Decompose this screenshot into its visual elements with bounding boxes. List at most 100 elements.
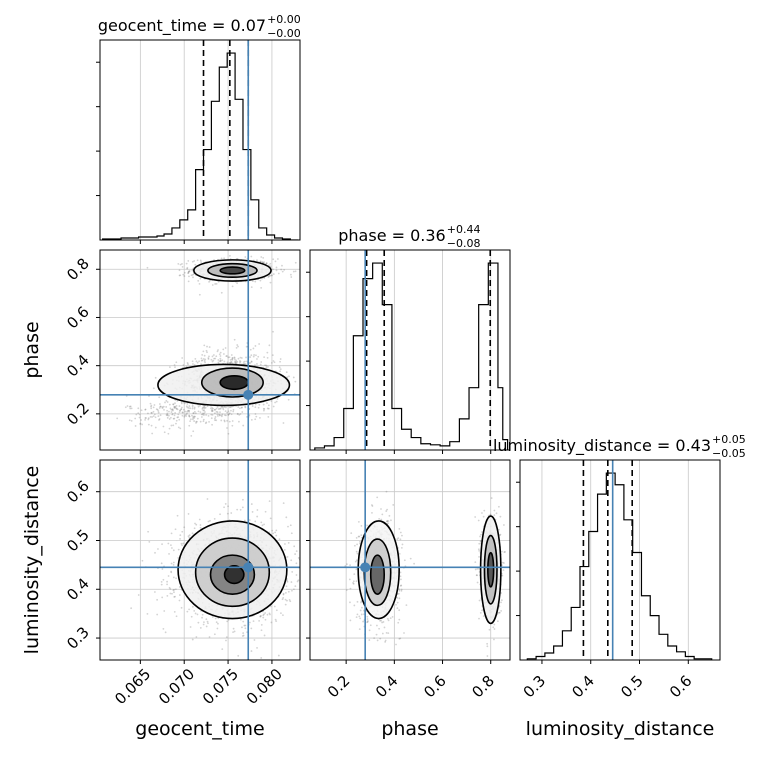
sample-point bbox=[222, 408, 225, 411]
sample-point bbox=[398, 588, 401, 591]
sample-point bbox=[282, 422, 285, 424]
sample-point bbox=[175, 419, 178, 422]
sample-point bbox=[139, 422, 142, 425]
sample-point bbox=[290, 559, 293, 562]
sample-point bbox=[194, 358, 197, 360]
x-tick-label: 0.070 bbox=[155, 665, 198, 708]
sample-point bbox=[245, 345, 248, 348]
sample-point bbox=[192, 415, 195, 418]
sample-point bbox=[188, 270, 191, 272]
sample-point bbox=[361, 606, 363, 609]
sample-point bbox=[159, 414, 162, 417]
sample-point bbox=[273, 605, 276, 608]
sample-point bbox=[194, 612, 197, 615]
sample-point bbox=[164, 401, 166, 404]
sample-point bbox=[188, 536, 191, 539]
sample-point bbox=[358, 535, 361, 538]
sample-point bbox=[186, 406, 189, 409]
sample-point bbox=[233, 357, 236, 360]
sample-point bbox=[401, 543, 404, 546]
sample-point bbox=[287, 398, 290, 401]
sample-point bbox=[371, 512, 373, 514]
sample-point bbox=[211, 284, 214, 286]
sample-point bbox=[353, 544, 356, 547]
panel-title: phase = 0.36 +0.44−0.08 bbox=[338, 223, 480, 250]
sample-point bbox=[264, 364, 266, 367]
sample-point bbox=[187, 409, 190, 412]
sample-point bbox=[126, 405, 129, 407]
sample-point bbox=[383, 626, 386, 629]
sample-point bbox=[272, 330, 274, 333]
sample-point bbox=[193, 420, 195, 422]
sample-point bbox=[207, 357, 210, 359]
sample-point bbox=[160, 580, 163, 583]
sample-point bbox=[261, 524, 264, 527]
sample-point bbox=[179, 427, 182, 430]
sample-point bbox=[295, 550, 298, 553]
sample-point bbox=[145, 417, 147, 419]
sample-point bbox=[498, 611, 501, 614]
sample-point bbox=[478, 599, 481, 602]
sample-point bbox=[243, 519, 246, 522]
sample-point bbox=[378, 517, 381, 520]
sample-point bbox=[286, 556, 289, 558]
sample-point bbox=[240, 406, 243, 409]
sample-point bbox=[188, 405, 191, 407]
sample-point bbox=[263, 356, 266, 359]
sample-point bbox=[235, 346, 238, 349]
title-sup: +0.05 bbox=[712, 433, 746, 446]
sample-point bbox=[157, 411, 160, 414]
sample-point bbox=[262, 407, 265, 410]
sample-point bbox=[212, 407, 214, 410]
sample-point bbox=[199, 277, 202, 280]
sample-point bbox=[260, 657, 263, 659]
sample-point bbox=[203, 359, 206, 362]
sample-point bbox=[241, 406, 243, 409]
sample-point bbox=[241, 506, 244, 509]
sample-point bbox=[202, 409, 205, 412]
sample-point bbox=[239, 618, 242, 621]
sample-point bbox=[214, 283, 217, 285]
sample-point bbox=[186, 610, 189, 613]
sample-point bbox=[231, 357, 234, 359]
sample-point bbox=[201, 406, 204, 409]
sample-point bbox=[138, 413, 141, 416]
sample-point bbox=[382, 621, 385, 623]
sample-point bbox=[271, 274, 273, 277]
sample-point bbox=[228, 412, 231, 415]
sample-point bbox=[193, 407, 196, 410]
sample-point bbox=[262, 614, 265, 617]
sample-point bbox=[147, 412, 149, 415]
sample-point bbox=[178, 411, 181, 414]
sample-point bbox=[272, 405, 275, 408]
sample-point bbox=[228, 406, 231, 409]
sample-point bbox=[138, 416, 141, 419]
sample-point bbox=[214, 419, 216, 422]
sample-point bbox=[192, 273, 195, 276]
sample-point bbox=[400, 584, 403, 587]
sample-point bbox=[163, 408, 165, 411]
sample-point bbox=[197, 410, 200, 413]
sample-point bbox=[207, 520, 210, 523]
sample-point bbox=[165, 413, 168, 416]
sample-point bbox=[274, 260, 277, 263]
sample-point bbox=[274, 531, 277, 534]
sample-point bbox=[253, 639, 256, 641]
sample-point bbox=[137, 594, 140, 596]
sample-point bbox=[170, 411, 173, 413]
sample-point bbox=[300, 589, 302, 591]
sample-point bbox=[201, 407, 204, 410]
sample-point bbox=[196, 259, 199, 262]
sample-point bbox=[158, 396, 161, 399]
sample-point bbox=[223, 420, 226, 423]
sample-point bbox=[211, 410, 213, 413]
sample-point bbox=[226, 419, 229, 422]
sample-point bbox=[180, 401, 183, 404]
sample-point bbox=[232, 408, 235, 411]
sample-point bbox=[203, 409, 206, 412]
sample-point bbox=[239, 356, 242, 359]
sample-point bbox=[376, 496, 379, 499]
sample-point bbox=[177, 548, 180, 551]
sample-point bbox=[256, 363, 258, 365]
sample-point bbox=[153, 413, 156, 416]
